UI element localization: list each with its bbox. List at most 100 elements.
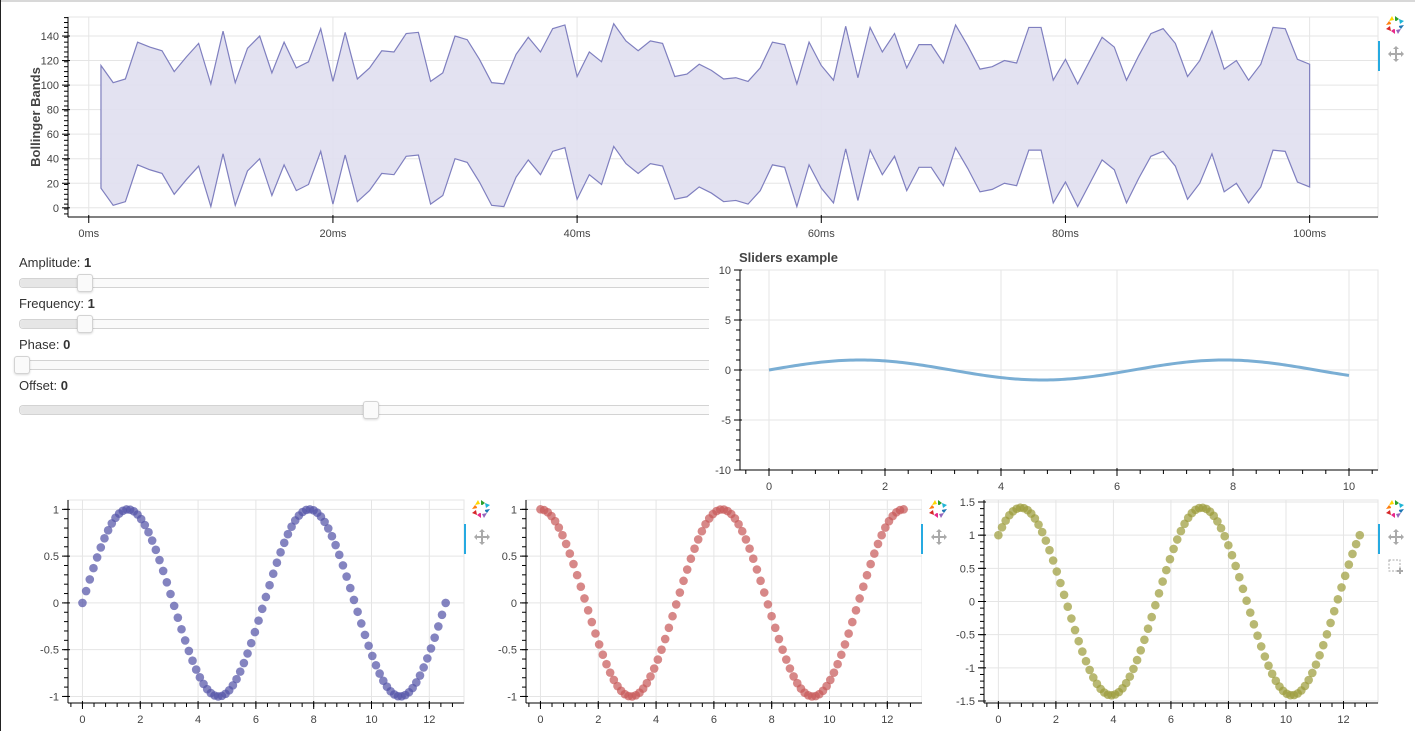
sin-toolbar	[464, 499, 497, 554]
pan-move-icon	[1388, 45, 1404, 67]
y-tick-label: -1	[507, 691, 517, 703]
grid	[739, 269, 1379, 471]
grid	[525, 499, 922, 704]
grid	[983, 499, 1379, 704]
x-tick-label: 6	[1168, 714, 1174, 726]
x-tick-label: 0	[79, 714, 85, 726]
x-tick-label: 8	[1230, 481, 1236, 493]
x-tick-label: 80ms	[1052, 228, 1079, 240]
phase-slider[interactable]: Phase: 0	[14, 337, 709, 374]
axes: 0 2 4 6 8 10 10 5 0 -5 -10	[715, 265, 1378, 493]
bollinger-toolbar	[1378, 15, 1411, 71]
x-tick-label: 2	[595, 714, 601, 726]
x-tick-label: 10	[1280, 714, 1292, 726]
pan-tool-button[interactable]	[1378, 41, 1411, 71]
x-tick-label: 2	[882, 481, 888, 493]
y-tick-label: 1	[53, 504, 59, 516]
axes: 0 2 4 6 8 10 12 1 0.5 0 -0.5 -1	[40, 500, 464, 726]
y-tick-label: -0.5	[498, 645, 517, 657]
slider-track[interactable]	[19, 315, 709, 333]
pan-move-icon	[474, 528, 490, 550]
frequency-slider[interactable]: Frequency: 1	[19, 296, 709, 333]
sliders-example-chart[interactable]: 0 2 4 6 8 10 10 5 0 -5 -10 Sliders example	[700, 245, 1390, 495]
axes: 0 2 4 6 8 10 12 1 0.5 0 -0.5 -1	[498, 500, 922, 726]
x-tick-label: 4	[1110, 714, 1116, 726]
grid	[67, 499, 465, 704]
y-tick-label: 1.5	[960, 497, 975, 509]
slider-fill	[20, 320, 84, 328]
y-tick-label: 60	[47, 129, 59, 141]
x-tick-label: 4	[653, 714, 659, 726]
slider-handle[interactable]	[77, 315, 93, 333]
slider-label: Frequency: 1	[19, 296, 95, 311]
y-tick-label: 40	[47, 154, 59, 166]
y-tick-label: 0	[53, 203, 59, 215]
slider-handle[interactable]	[363, 401, 379, 419]
y-tick-label: 1	[511, 504, 517, 516]
y-tick-label: -1	[49, 691, 59, 703]
slider-handle[interactable]	[14, 356, 30, 374]
bollinger-bands-chart[interactable]: 0ms 20ms 40ms 60ms 80ms 100ms 0 20 40 60 80 100 120 1…	[0, 0, 1380, 245]
axes: 0ms 20ms 40ms 60ms 80ms 100ms 0 20 40 60 80 100 120 1…	[41, 17, 1378, 240]
y-tick-label: -1	[965, 663, 975, 675]
slider-track[interactable]	[14, 356, 709, 374]
y-tick-label: 100	[41, 80, 59, 92]
slider-fill	[20, 279, 84, 287]
x-tick-label: 10	[1343, 481, 1355, 493]
y-tick-label: 0	[969, 597, 975, 609]
y-tick-label: 140	[41, 31, 59, 43]
pan-move-icon	[1388, 528, 1404, 550]
box-zoom-icon	[1388, 559, 1404, 580]
y-tick-label: 80	[47, 105, 59, 117]
offset-slider[interactable]: Offset: 0	[19, 378, 709, 419]
sin-plus-cos-scatter-chart[interactable]: 0 2 4 6 8 10 12 1.5 1 0.5 0 -0.5 -1 -1.5	[940, 490, 1380, 731]
slider-handle[interactable]	[77, 274, 93, 292]
x-tick-label: 12	[423, 714, 435, 726]
y-tick-label: 0	[511, 598, 517, 610]
sin-plus-cos-toolbar	[1378, 499, 1411, 584]
x-tick-label: 12	[1337, 714, 1349, 726]
bokeh-logo-icon[interactable]	[471, 499, 491, 519]
y-tick-label: -0.5	[956, 630, 975, 642]
x-tick-label: 20ms	[319, 228, 346, 240]
y-tick-label: 0.5	[44, 551, 59, 563]
pan-tool-button[interactable]	[1378, 524, 1411, 554]
y-axis-title: Bollinger Bands	[28, 67, 43, 167]
x-tick-label: 60ms	[808, 228, 835, 240]
cos-scatter-chart[interactable]: 0 2 4 6 8 10 12 1 0.5 0 -0.5 -1	[480, 490, 922, 731]
bokeh-logo-icon[interactable]	[1385, 15, 1405, 35]
scatter-points	[994, 503, 1365, 700]
scatter-points	[78, 505, 450, 701]
x-tick-label: 100ms	[1293, 228, 1327, 240]
x-tick-label: 2	[137, 714, 143, 726]
slider-track[interactable]	[19, 401, 709, 419]
amplitude-slider[interactable]: Amplitude: 1	[19, 255, 709, 292]
box-zoom-button[interactable]	[1381, 554, 1411, 584]
y-tick-label: 0.5	[960, 563, 975, 575]
pan-tool-button[interactable]	[921, 524, 954, 554]
bollinger-band-area	[100, 22, 1311, 209]
window-top-border	[0, 0, 1415, 2]
x-tick-label: 40ms	[564, 228, 591, 240]
x-tick-label: 0	[766, 481, 772, 493]
x-tick-label: 12	[881, 714, 893, 726]
x-tick-label: 6	[253, 714, 259, 726]
y-tick-label: 0.5	[502, 551, 517, 563]
x-tick-label: 0	[537, 714, 543, 726]
x-tick-label: 10	[365, 714, 377, 726]
sin-scatter-chart[interactable]: 0 2 4 6 8 10 12 1 0.5 0 -0.5 -1	[0, 490, 465, 731]
y-tick-label: 10	[719, 265, 731, 277]
y-tick-label: -0.5	[40, 645, 59, 657]
slider-track[interactable]	[19, 274, 709, 292]
x-tick-label: 0	[995, 714, 1001, 726]
pan-tool-button[interactable]	[464, 524, 497, 554]
sine-line	[768, 358, 1350, 382]
plot-title: Sliders example	[739, 250, 838, 265]
y-tick-label: 5	[725, 315, 731, 327]
x-tick-label: 6	[1114, 481, 1120, 493]
bokeh-logo-icon[interactable]	[928, 499, 948, 519]
x-tick-label: 2	[1053, 714, 1059, 726]
x-tick-label: 10	[823, 714, 835, 726]
bokeh-logo-icon[interactable]	[1385, 499, 1405, 519]
window-left-border	[0, 0, 1, 731]
